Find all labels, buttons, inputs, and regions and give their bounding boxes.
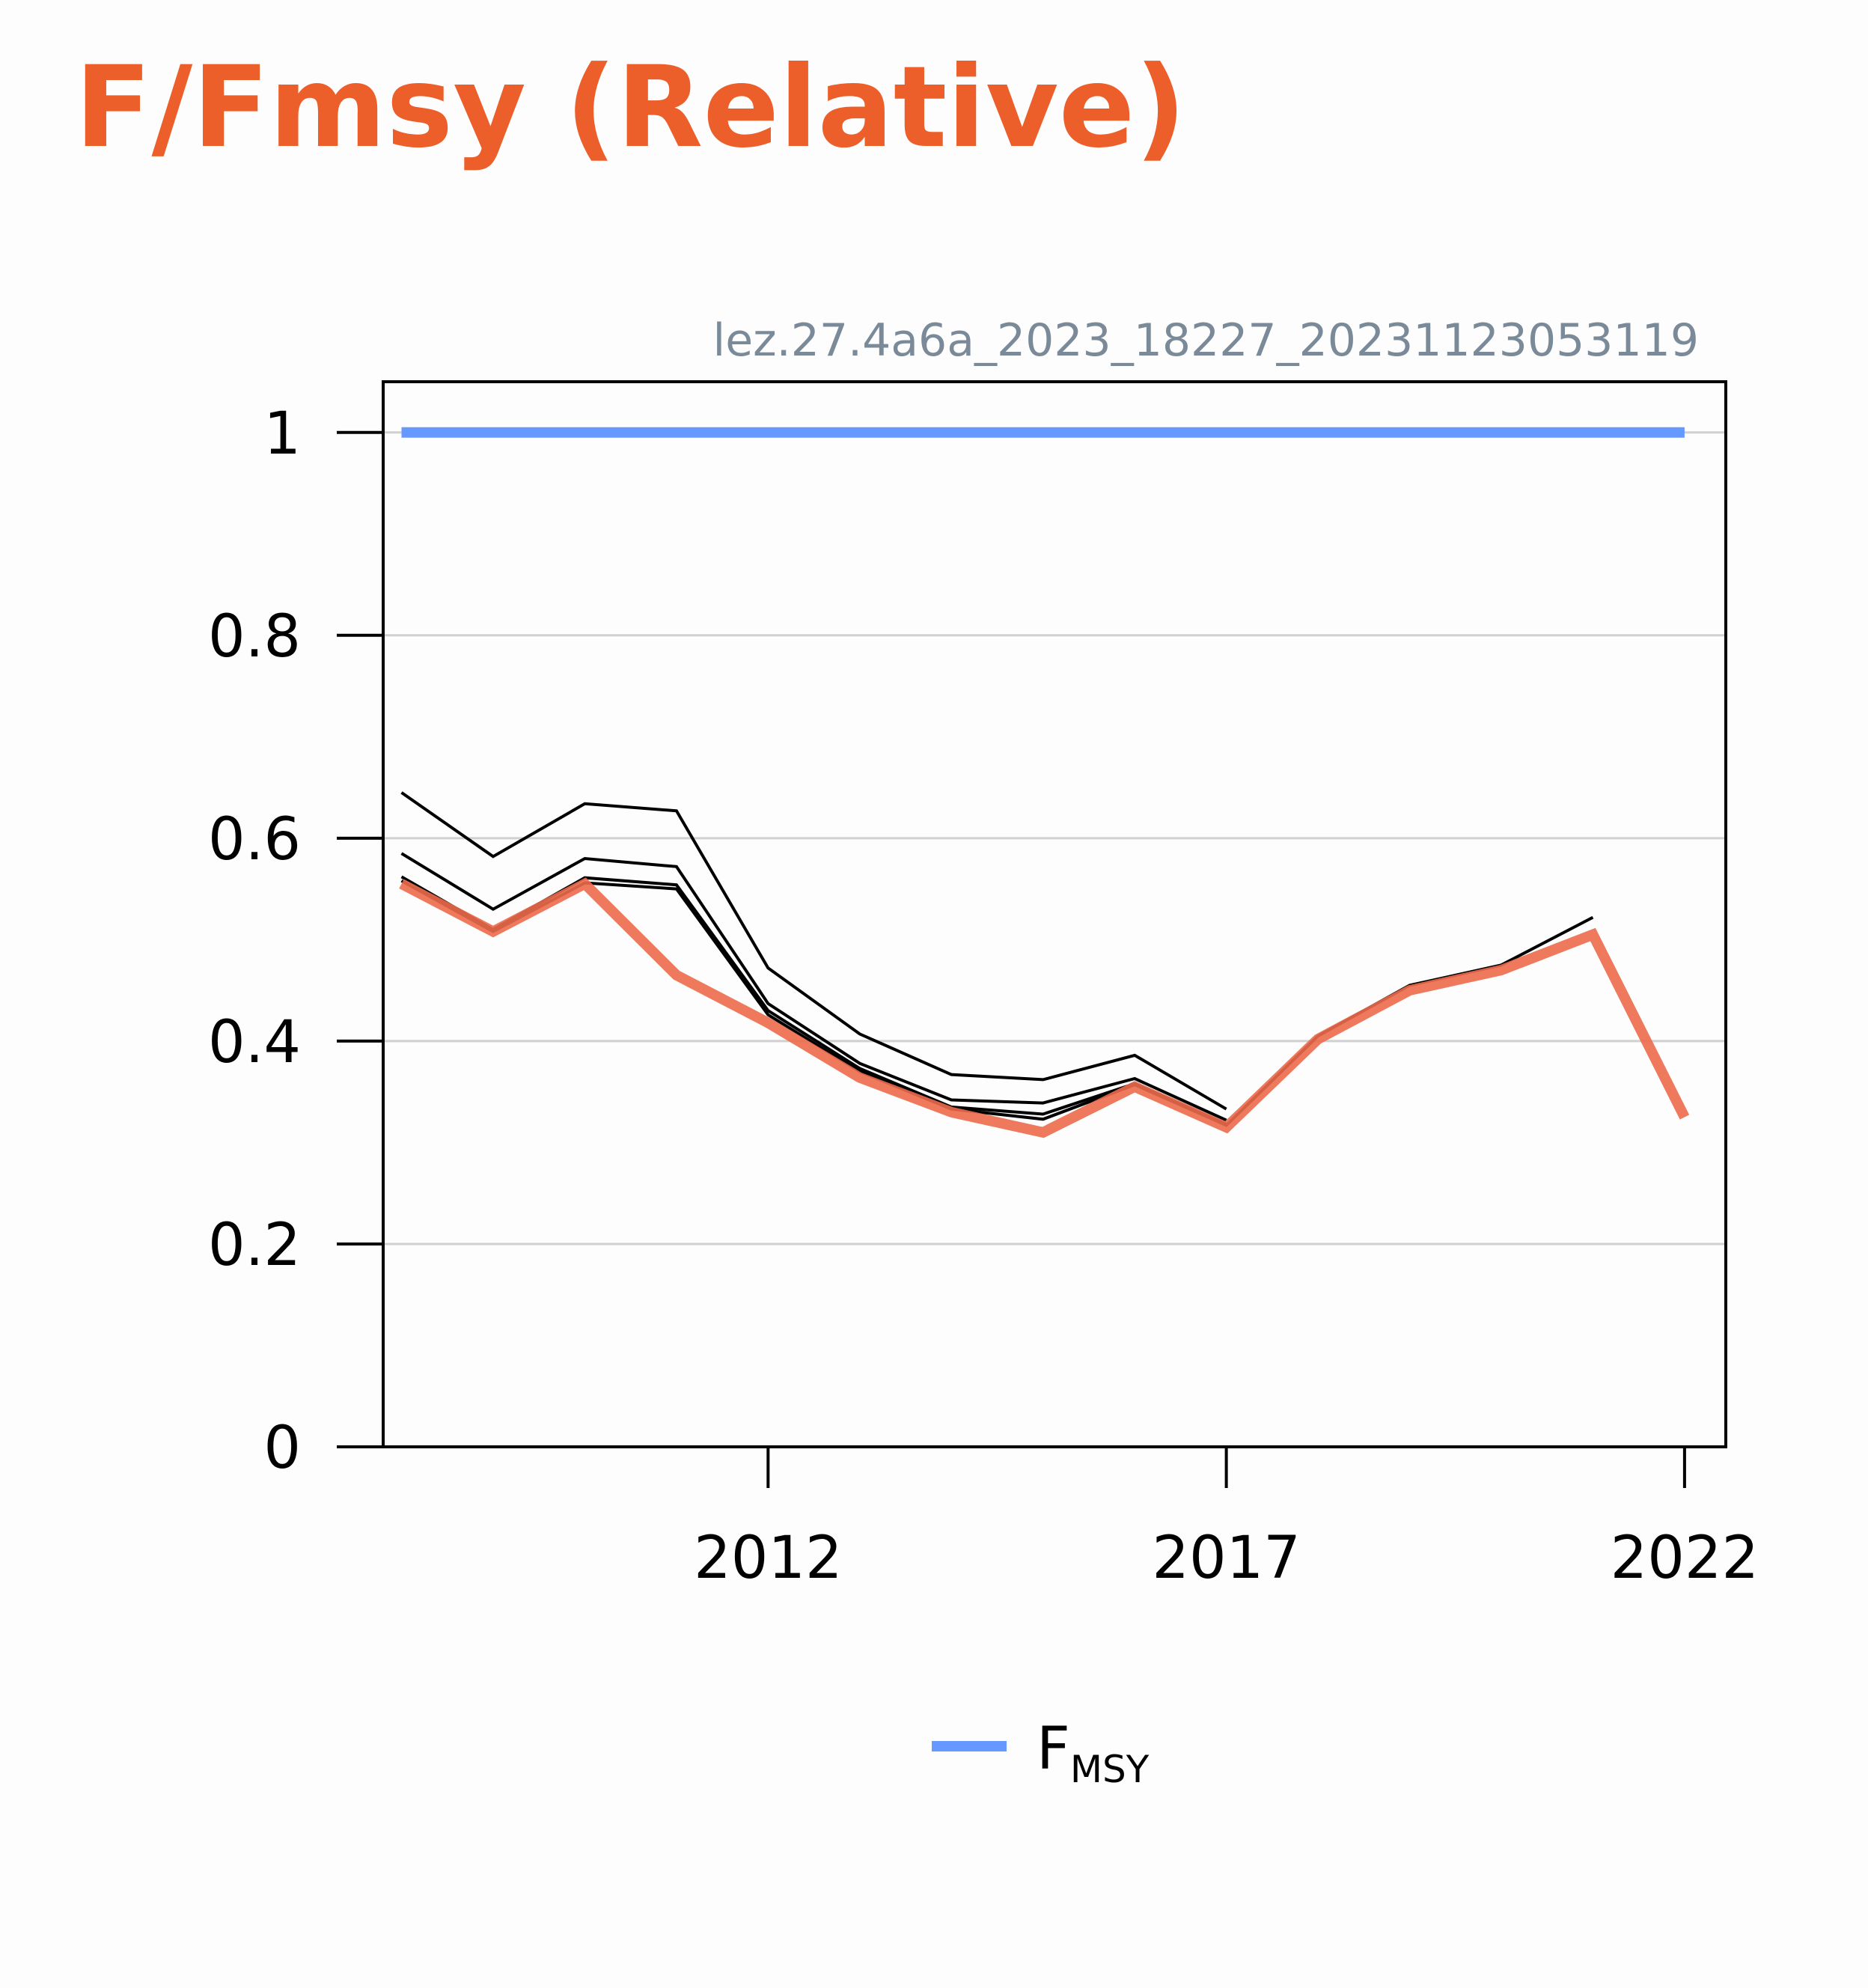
- legend: FMSY: [932, 1716, 1150, 1791]
- y-tick-label: 0.6: [208, 806, 301, 873]
- x-tick-label: 2012: [694, 1525, 843, 1592]
- y-axis: 0 0.2 0.4 0.6 0.8 1: [208, 400, 383, 1482]
- chart-title: F/Fmsy (Relative): [75, 43, 1186, 173]
- chart-subtitle: lez.27.4a6a_2023_18227_20231123053119: [713, 314, 1699, 367]
- y-tick-label: 0.8: [208, 603, 301, 671]
- y-tick-label: 0: [263, 1415, 301, 1482]
- legend-label-sub: MSY: [1070, 1748, 1150, 1791]
- y-tick-label: 1: [263, 400, 301, 468]
- x-tick-label: 2022: [1611, 1525, 1759, 1592]
- series-line-current: [399, 877, 1690, 1138]
- series-line-retrospective: [400, 791, 1227, 1111]
- y-tick-label: 0.2: [208, 1212, 301, 1279]
- y-tick-label: 0.4: [208, 1009, 301, 1076]
- plot-frame: [382, 380, 1727, 1448]
- series-lines: [399, 427, 1690, 1138]
- x-tick-label: 2017: [1152, 1525, 1301, 1592]
- x-axis: 2012 2017 2022: [694, 1447, 1759, 1592]
- legend-label-fmsy: FMSY: [1037, 1716, 1150, 1791]
- series-line-retrospective: [400, 852, 1227, 1122]
- legend-label-main: F: [1037, 1716, 1070, 1783]
